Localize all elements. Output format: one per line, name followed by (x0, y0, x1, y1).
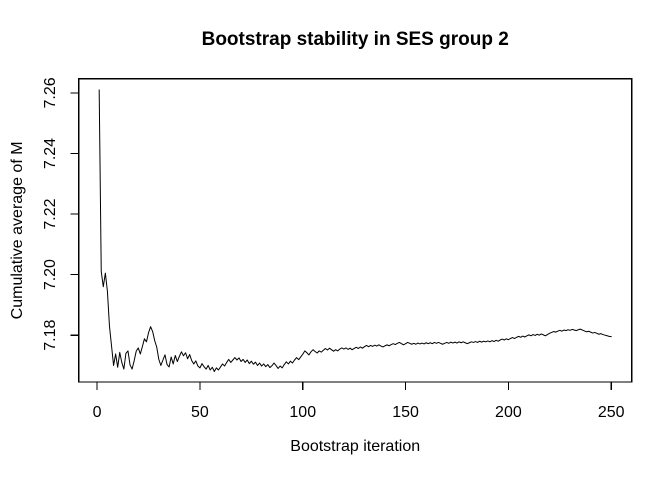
y-tick-label: 7.26 (42, 77, 59, 108)
plot-title: Bootstrap stability in SES group 2 (202, 29, 509, 50)
x-tick-label: 0 (93, 404, 102, 421)
data-line (98, 89, 612, 372)
y-tick-label: 7.22 (42, 198, 59, 229)
y-axis-label: Cumulative average of M (9, 141, 26, 319)
x-axis-label: Bootstrap iteration (290, 438, 420, 455)
y-axis-ticks: 7.18 7.20 7.22 7.24 7.26 (42, 77, 79, 351)
y-tick-label: 7.20 (42, 259, 59, 290)
x-tick-label: 100 (289, 404, 316, 421)
y-tick-label: 7.18 (42, 319, 59, 350)
x-tick-label: 250 (598, 404, 625, 421)
x-axis-ticks: 0 50 100 150 200 250 (93, 382, 625, 421)
x-tick-label: 50 (191, 404, 209, 421)
x-tick-label: 200 (495, 404, 522, 421)
plot-box (78, 78, 633, 383)
y-tick-label: 7.24 (42, 138, 59, 169)
x-tick-label: 150 (392, 404, 419, 421)
